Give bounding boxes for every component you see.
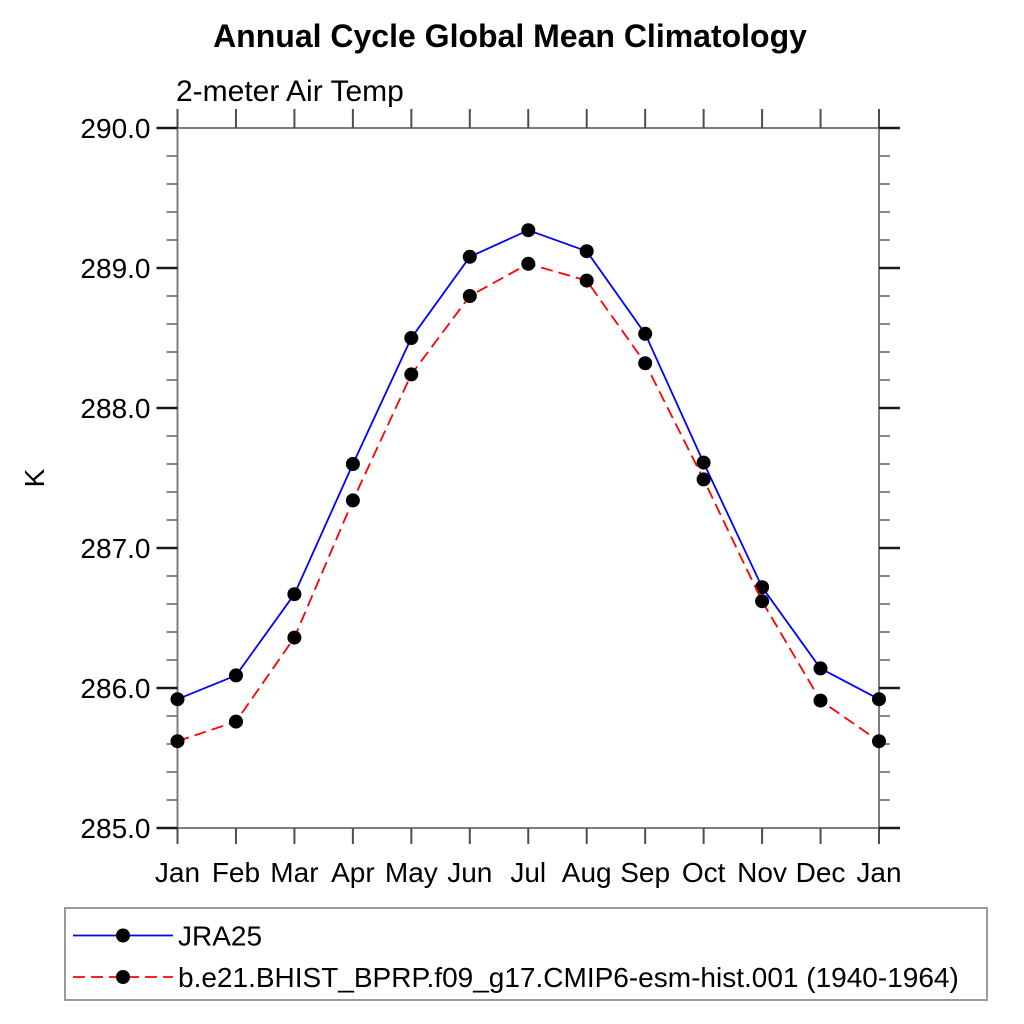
series-1-marker bbox=[287, 630, 302, 645]
y-tick-label: 289.0 bbox=[80, 253, 150, 284]
series-0-marker bbox=[872, 692, 886, 707]
x-tick-label: Aug bbox=[562, 857, 612, 888]
series-0-marker bbox=[696, 455, 711, 470]
chart-title: Annual Cycle Global Mean Climatology bbox=[213, 18, 807, 54]
series-1-marker bbox=[462, 289, 477, 303]
x-tick-label: Dec bbox=[796, 857, 846, 888]
series-0-marker bbox=[170, 692, 185, 707]
chart-subtitle: 2-meter Air Temp bbox=[176, 75, 404, 108]
series-0-marker bbox=[404, 331, 419, 345]
x-tick-label: Jun bbox=[447, 857, 492, 888]
series-1-marker bbox=[696, 472, 711, 487]
series-line-0 bbox=[177, 229, 880, 701]
series-0-marker bbox=[813, 661, 828, 676]
legend-box bbox=[64, 907, 988, 1001]
series-1-marker bbox=[345, 493, 360, 508]
series-0-marker bbox=[521, 223, 536, 238]
series-0-marker bbox=[638, 326, 653, 341]
y-tick-label: 288.0 bbox=[80, 393, 150, 424]
series-1-marker bbox=[872, 734, 886, 749]
series-1-marker bbox=[521, 256, 536, 271]
series-line-1 bbox=[177, 262, 880, 743]
series-1-marker bbox=[638, 356, 653, 371]
x-tick-label: Jan bbox=[856, 857, 901, 888]
y-tick-label: 287.0 bbox=[80, 533, 150, 564]
x-tick-label: Nov bbox=[737, 857, 787, 888]
y-tick-label: 286.0 bbox=[80, 673, 150, 704]
x-tick-label: Apr bbox=[331, 857, 375, 888]
series-1-marker bbox=[229, 714, 243, 729]
series-1-marker bbox=[170, 734, 185, 749]
legend-sample-marker-1 bbox=[116, 970, 130, 984]
x-tick-label: Sep bbox=[620, 857, 670, 888]
series-1-marker bbox=[755, 594, 770, 609]
legend-label-1: b.e21.BHIST_BPRP.f09_g17.CMIP6-esm-hist.… bbox=[178, 962, 959, 993]
y-tick-label: 290.0 bbox=[80, 113, 150, 144]
series-0-marker bbox=[755, 580, 770, 595]
x-tick-label: Jan bbox=[155, 857, 200, 888]
series-1-marker bbox=[404, 367, 419, 382]
series-0-marker bbox=[579, 244, 594, 259]
series-0-marker bbox=[229, 668, 243, 683]
legend: JRA25 b.e21.BHIST_BPRP.f09_g17.CMIP6-esm-… bbox=[64, 907, 988, 1001]
plot-area: Jan Feb Mar Apr May Jun Jul Aug Sep Oct Nov Dec Jan2… bbox=[80, 109, 902, 888]
legend-label-0: JRA25 bbox=[178, 921, 262, 952]
series-0-marker bbox=[345, 457, 360, 471]
series-1-marker bbox=[813, 693, 828, 708]
x-tick-label: Oct bbox=[682, 857, 726, 888]
x-tick-label: Feb bbox=[212, 857, 260, 888]
series-0-marker bbox=[462, 249, 477, 264]
legend-sample-marker-0 bbox=[116, 928, 130, 943]
series-0-marker bbox=[287, 587, 302, 602]
series-1-marker bbox=[579, 273, 594, 288]
x-tick-label: May bbox=[385, 857, 438, 888]
x-tick-label: Jul bbox=[510, 857, 546, 888]
y-axis-label: K bbox=[19, 468, 50, 487]
y-tick-label: 285.0 bbox=[80, 813, 150, 844]
x-tick-label: Mar bbox=[270, 857, 318, 888]
